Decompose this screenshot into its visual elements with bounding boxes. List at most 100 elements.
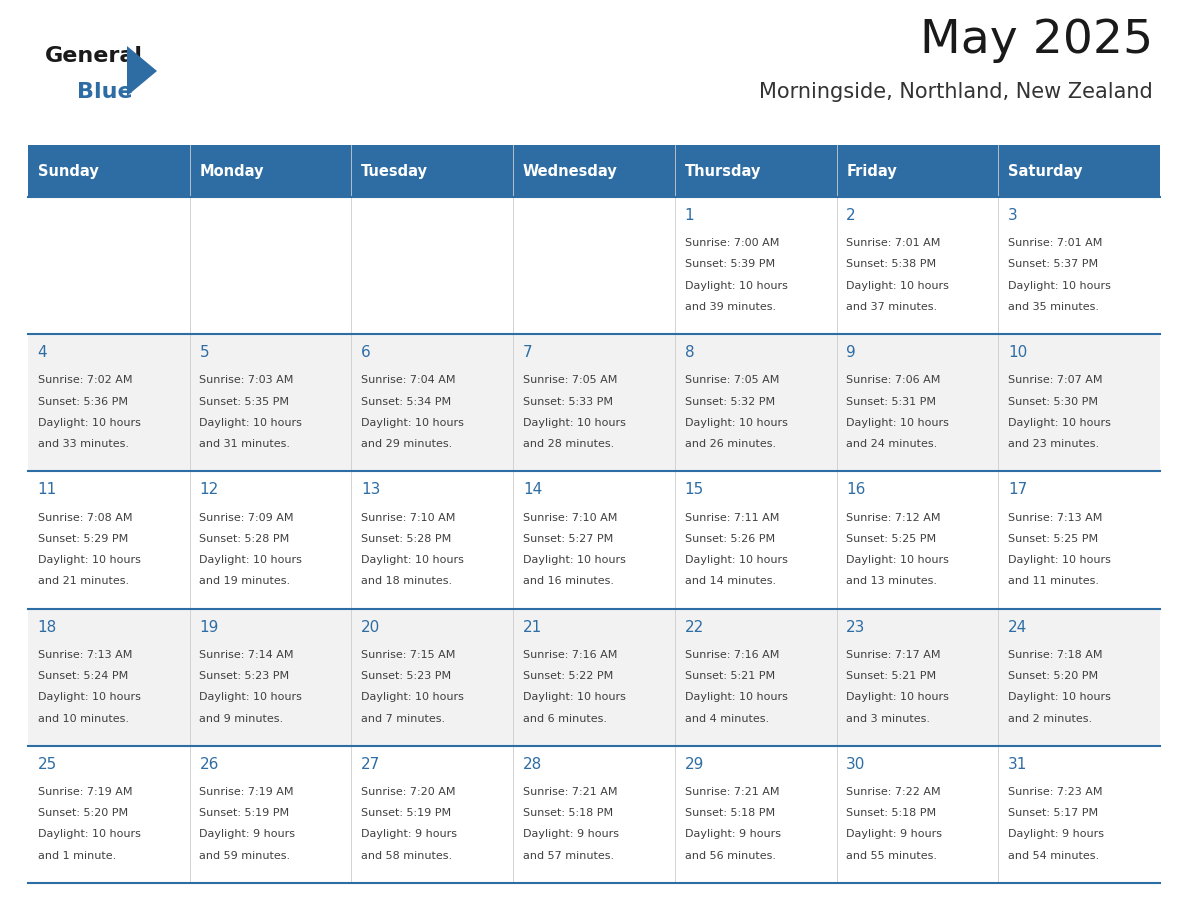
Text: Daylight: 10 hours: Daylight: 10 hours bbox=[38, 830, 140, 839]
Text: Sunset: 5:20 PM: Sunset: 5:20 PM bbox=[1007, 671, 1098, 681]
Text: Sunset: 5:21 PM: Sunset: 5:21 PM bbox=[684, 671, 775, 681]
Text: and 4 minutes.: and 4 minutes. bbox=[684, 713, 769, 723]
Text: Sunday: Sunday bbox=[38, 163, 99, 178]
Text: Sunset: 5:23 PM: Sunset: 5:23 PM bbox=[200, 671, 290, 681]
Text: Sunset: 5:19 PM: Sunset: 5:19 PM bbox=[200, 808, 290, 818]
Text: 25: 25 bbox=[38, 756, 57, 772]
Text: Sunrise: 7:13 AM: Sunrise: 7:13 AM bbox=[1007, 512, 1102, 522]
Text: and 3 minutes.: and 3 minutes. bbox=[846, 713, 930, 723]
Text: and 59 minutes.: and 59 minutes. bbox=[200, 851, 291, 861]
Text: and 10 minutes.: and 10 minutes. bbox=[38, 713, 128, 723]
Text: Sunrise: 7:19 AM: Sunrise: 7:19 AM bbox=[38, 787, 132, 797]
Bar bbox=[29, 145, 1159, 197]
Text: Daylight: 10 hours: Daylight: 10 hours bbox=[200, 692, 302, 702]
Text: Sunrise: 7:05 AM: Sunrise: 7:05 AM bbox=[523, 375, 618, 386]
Text: and 35 minutes.: and 35 minutes. bbox=[1007, 302, 1099, 312]
Text: and 39 minutes.: and 39 minutes. bbox=[684, 302, 776, 312]
Text: 29: 29 bbox=[684, 756, 704, 772]
Text: Daylight: 10 hours: Daylight: 10 hours bbox=[200, 555, 302, 565]
Text: Sunset: 5:34 PM: Sunset: 5:34 PM bbox=[361, 397, 451, 407]
Text: and 33 minutes.: and 33 minutes. bbox=[38, 439, 128, 449]
Text: 14: 14 bbox=[523, 482, 542, 498]
Text: Daylight: 10 hours: Daylight: 10 hours bbox=[1007, 281, 1111, 291]
Text: and 37 minutes.: and 37 minutes. bbox=[846, 302, 937, 312]
Text: and 18 minutes.: and 18 minutes. bbox=[361, 577, 453, 587]
Text: 10: 10 bbox=[1007, 345, 1028, 360]
Text: Sunset: 5:19 PM: Sunset: 5:19 PM bbox=[361, 808, 451, 818]
Text: Daylight: 10 hours: Daylight: 10 hours bbox=[38, 555, 140, 565]
Text: Sunrise: 7:10 AM: Sunrise: 7:10 AM bbox=[361, 512, 455, 522]
Text: Sunset: 5:29 PM: Sunset: 5:29 PM bbox=[38, 534, 128, 543]
Text: Daylight: 10 hours: Daylight: 10 hours bbox=[200, 418, 302, 428]
Bar bbox=[29, 197, 1159, 334]
Text: and 23 minutes.: and 23 minutes. bbox=[1007, 439, 1099, 449]
Text: Sunset: 5:22 PM: Sunset: 5:22 PM bbox=[523, 671, 613, 681]
Text: Sunset: 5:28 PM: Sunset: 5:28 PM bbox=[200, 534, 290, 543]
Text: 3: 3 bbox=[1007, 208, 1018, 223]
Text: Sunrise: 7:03 AM: Sunrise: 7:03 AM bbox=[200, 375, 293, 386]
Text: Sunrise: 7:16 AM: Sunrise: 7:16 AM bbox=[523, 650, 618, 660]
Text: Daylight: 10 hours: Daylight: 10 hours bbox=[523, 418, 626, 428]
Text: and 2 minutes.: and 2 minutes. bbox=[1007, 713, 1092, 723]
Text: and 55 minutes.: and 55 minutes. bbox=[846, 851, 937, 861]
Text: and 14 minutes.: and 14 minutes. bbox=[684, 577, 776, 587]
Text: 2: 2 bbox=[846, 208, 855, 223]
Text: Sunset: 5:35 PM: Sunset: 5:35 PM bbox=[200, 397, 290, 407]
Text: and 58 minutes.: and 58 minutes. bbox=[361, 851, 453, 861]
Text: Daylight: 10 hours: Daylight: 10 hours bbox=[684, 555, 788, 565]
Text: Sunset: 5:39 PM: Sunset: 5:39 PM bbox=[684, 260, 775, 269]
Text: and 16 minutes.: and 16 minutes. bbox=[523, 577, 614, 587]
Text: and 54 minutes.: and 54 minutes. bbox=[1007, 851, 1099, 861]
Text: Saturday: Saturday bbox=[1007, 163, 1082, 178]
Text: and 24 minutes.: and 24 minutes. bbox=[846, 439, 937, 449]
Text: and 56 minutes.: and 56 minutes. bbox=[684, 851, 776, 861]
Text: Daylight: 10 hours: Daylight: 10 hours bbox=[684, 692, 788, 702]
Text: Morningside, Northland, New Zealand: Morningside, Northland, New Zealand bbox=[759, 82, 1154, 102]
Text: Daylight: 9 hours: Daylight: 9 hours bbox=[1007, 830, 1104, 839]
Text: Sunrise: 7:17 AM: Sunrise: 7:17 AM bbox=[846, 650, 941, 660]
Text: Sunrise: 7:16 AM: Sunrise: 7:16 AM bbox=[684, 650, 779, 660]
Text: Sunrise: 7:06 AM: Sunrise: 7:06 AM bbox=[846, 375, 941, 386]
Text: and 19 minutes.: and 19 minutes. bbox=[200, 577, 291, 587]
Text: Daylight: 9 hours: Daylight: 9 hours bbox=[361, 830, 457, 839]
Text: 8: 8 bbox=[684, 345, 694, 360]
Text: Daylight: 9 hours: Daylight: 9 hours bbox=[684, 830, 781, 839]
Text: Sunset: 5:23 PM: Sunset: 5:23 PM bbox=[361, 671, 451, 681]
Text: 15: 15 bbox=[684, 482, 703, 498]
Text: 28: 28 bbox=[523, 756, 542, 772]
Text: 6: 6 bbox=[361, 345, 371, 360]
Text: Daylight: 10 hours: Daylight: 10 hours bbox=[523, 555, 626, 565]
Text: Sunrise: 7:01 AM: Sunrise: 7:01 AM bbox=[1007, 238, 1102, 248]
Text: and 26 minutes.: and 26 minutes. bbox=[684, 439, 776, 449]
Text: Sunset: 5:17 PM: Sunset: 5:17 PM bbox=[1007, 808, 1098, 818]
Text: Daylight: 10 hours: Daylight: 10 hours bbox=[1007, 555, 1111, 565]
Text: Monday: Monday bbox=[200, 163, 264, 178]
Text: Sunrise: 7:20 AM: Sunrise: 7:20 AM bbox=[361, 787, 456, 797]
Text: Daylight: 10 hours: Daylight: 10 hours bbox=[846, 281, 949, 291]
Text: Sunrise: 7:08 AM: Sunrise: 7:08 AM bbox=[38, 512, 132, 522]
Text: Tuesday: Tuesday bbox=[361, 163, 428, 178]
Text: 22: 22 bbox=[684, 620, 703, 634]
Text: General: General bbox=[45, 46, 143, 66]
Text: Sunset: 5:18 PM: Sunset: 5:18 PM bbox=[523, 808, 613, 818]
Text: 21: 21 bbox=[523, 620, 542, 634]
Text: Sunrise: 7:19 AM: Sunrise: 7:19 AM bbox=[200, 787, 293, 797]
Text: Sunset: 5:38 PM: Sunset: 5:38 PM bbox=[846, 260, 936, 269]
Text: Daylight: 9 hours: Daylight: 9 hours bbox=[200, 830, 296, 839]
Text: Sunrise: 7:13 AM: Sunrise: 7:13 AM bbox=[38, 650, 132, 660]
Text: Sunset: 5:30 PM: Sunset: 5:30 PM bbox=[1007, 397, 1098, 407]
Text: Sunset: 5:37 PM: Sunset: 5:37 PM bbox=[1007, 260, 1098, 269]
Text: 30: 30 bbox=[846, 756, 866, 772]
Text: and 6 minutes.: and 6 minutes. bbox=[523, 713, 607, 723]
Text: 13: 13 bbox=[361, 482, 380, 498]
Text: Daylight: 10 hours: Daylight: 10 hours bbox=[1007, 418, 1111, 428]
Text: Sunrise: 7:21 AM: Sunrise: 7:21 AM bbox=[684, 787, 779, 797]
Text: May 2025: May 2025 bbox=[920, 18, 1154, 63]
Text: Daylight: 10 hours: Daylight: 10 hours bbox=[361, 418, 465, 428]
Text: and 57 minutes.: and 57 minutes. bbox=[523, 851, 614, 861]
Text: and 29 minutes.: and 29 minutes. bbox=[361, 439, 453, 449]
Text: 5: 5 bbox=[200, 345, 209, 360]
Text: Sunrise: 7:05 AM: Sunrise: 7:05 AM bbox=[684, 375, 779, 386]
Text: Sunset: 5:25 PM: Sunset: 5:25 PM bbox=[846, 534, 936, 543]
Text: Wednesday: Wednesday bbox=[523, 163, 618, 178]
